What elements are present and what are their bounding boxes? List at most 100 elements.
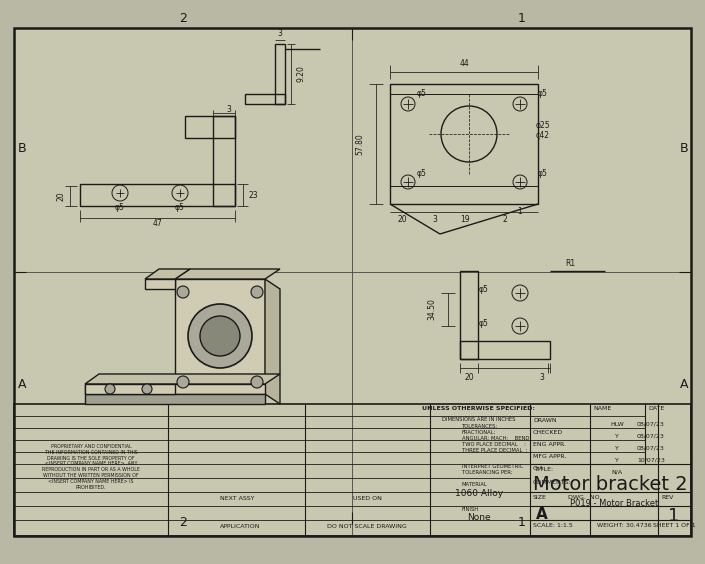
Text: A: A (18, 377, 26, 390)
Text: USED ON: USED ON (352, 496, 381, 501)
Text: φ5: φ5 (417, 170, 427, 178)
Text: φ5: φ5 (479, 319, 489, 328)
Text: Y: Y (615, 434, 619, 438)
Text: TOLERANCES:: TOLERANCES: (462, 424, 498, 429)
Text: 34.50: 34.50 (427, 298, 436, 320)
Text: φ5: φ5 (115, 202, 125, 212)
Text: 2: 2 (179, 515, 187, 528)
Text: φ25: φ25 (536, 121, 551, 130)
Text: PROPRIETARY AND CONFIDENTIAL
THE INFORMATION CONTAINED IN THIS
DRAWING IS THE SO: PROPRIETARY AND CONFIDENTIAL THE INFORMA… (42, 444, 140, 490)
Text: B: B (18, 143, 26, 156)
Text: NAME: NAME (593, 406, 611, 411)
Text: φ5: φ5 (175, 202, 185, 212)
Polygon shape (145, 269, 190, 279)
Text: φ5: φ5 (479, 285, 489, 294)
Text: SCALE: 1:1.5: SCALE: 1:1.5 (533, 523, 572, 528)
Text: DATE: DATE (648, 406, 664, 411)
Text: MATERIAL: MATERIAL (462, 482, 488, 487)
Text: SIZE: SIZE (533, 495, 547, 500)
Bar (80, 184, 235, 206)
Bar (460, 341, 550, 359)
Text: 08/07/23: 08/07/23 (637, 421, 665, 426)
Text: NEXT ASSY: NEXT ASSY (220, 496, 255, 501)
Text: ς42: ς42 (536, 131, 550, 140)
Text: UNLESS OTHERWISE SPECIFIED:: UNLESS OTHERWISE SPECIFIED: (422, 406, 536, 411)
Circle shape (177, 286, 189, 298)
Circle shape (251, 376, 263, 388)
Text: MFG APPR.: MFG APPR. (533, 454, 566, 459)
Circle shape (188, 304, 252, 368)
Text: 08/07/23: 08/07/23 (637, 446, 665, 451)
Text: DO NOT SCALE DRAWING: DO NOT SCALE DRAWING (327, 523, 407, 528)
Circle shape (142, 384, 152, 394)
Text: ANGULAR: MACH:    BEND:: ANGULAR: MACH: BEND: (462, 436, 531, 441)
Text: 3: 3 (278, 29, 283, 38)
Text: 1: 1 (668, 507, 680, 525)
Polygon shape (145, 279, 175, 289)
Text: Y: Y (615, 446, 619, 451)
Circle shape (177, 376, 189, 388)
Text: DRAWN: DRAWN (533, 418, 557, 423)
Bar (245, 94, 285, 104)
Text: DWG.  NO.: DWG. NO. (568, 495, 601, 500)
Text: 2: 2 (179, 12, 187, 25)
Circle shape (251, 286, 263, 298)
Text: Y: Y (615, 457, 619, 462)
Text: TWO PLACE DECIMAL    :: TWO PLACE DECIMAL : (462, 442, 526, 447)
Text: 08/07/23: 08/07/23 (637, 434, 665, 438)
Text: COMMENTS:: COMMENTS: (533, 480, 572, 485)
Text: 19: 19 (460, 215, 470, 224)
Text: 1: 1 (518, 12, 526, 25)
Text: 1060 Alloy: 1060 Alloy (455, 490, 503, 499)
Text: SHEET 1 OF 1: SHEET 1 OF 1 (653, 523, 695, 528)
Polygon shape (85, 384, 175, 394)
Bar (460, 271, 478, 359)
Text: R1: R1 (565, 258, 575, 267)
Bar (275, 44, 285, 104)
Text: INTERPRET GEOMETRIC
TOLERANCING PER:: INTERPRET GEOMETRIC TOLERANCING PER: (462, 464, 523, 475)
Text: 57.80: 57.80 (355, 133, 364, 155)
Text: CHECKED: CHECKED (533, 430, 563, 435)
Text: FRACTIONAL:: FRACTIONAL: (462, 430, 496, 435)
Text: WEIGHT: 30.4736: WEIGHT: 30.4736 (596, 523, 651, 528)
Text: 10/07/23: 10/07/23 (637, 457, 665, 462)
Text: 20: 20 (56, 191, 66, 201)
Text: THREE PLACE DECIMAL  :: THREE PLACE DECIMAL : (462, 448, 527, 453)
Text: P019 - Motor Bracket: P019 - Motor Bracket (570, 500, 658, 509)
Text: 1: 1 (517, 208, 522, 217)
Text: 3: 3 (226, 104, 231, 113)
Bar (213, 116, 235, 206)
Text: 3: 3 (433, 215, 437, 224)
Text: FINISH: FINISH (462, 507, 479, 512)
Text: None: None (467, 513, 491, 522)
Text: φ5: φ5 (417, 90, 427, 99)
Text: Q.A.: Q.A. (533, 466, 546, 471)
Text: 2: 2 (503, 215, 508, 224)
Text: 47: 47 (152, 219, 162, 228)
Text: 1: 1 (518, 515, 526, 528)
Bar (390, 84, 538, 204)
Circle shape (105, 384, 115, 394)
Polygon shape (85, 394, 265, 404)
Text: DIMENSIONS ARE IN INCHES: DIMENSIONS ARE IN INCHES (442, 417, 516, 422)
Text: APPLICATION: APPLICATION (220, 523, 260, 528)
Text: 23: 23 (248, 191, 258, 200)
Text: HLW: HLW (610, 421, 624, 426)
Text: 20: 20 (397, 215, 407, 224)
Text: TITLE:: TITLE: (535, 467, 554, 472)
Polygon shape (175, 279, 265, 394)
Bar (14, 404, 691, 536)
Text: 44: 44 (459, 59, 469, 68)
Polygon shape (85, 384, 265, 394)
Polygon shape (175, 269, 280, 279)
Polygon shape (85, 374, 280, 384)
Text: N/A: N/A (611, 469, 623, 474)
Polygon shape (265, 279, 280, 404)
Text: ENG APPR.: ENG APPR. (533, 442, 566, 447)
Text: 3: 3 (539, 372, 544, 381)
Circle shape (200, 316, 240, 356)
Bar (185, 116, 235, 138)
Text: φ5: φ5 (538, 170, 548, 178)
Text: A: A (536, 507, 548, 522)
Text: B: B (680, 143, 688, 156)
